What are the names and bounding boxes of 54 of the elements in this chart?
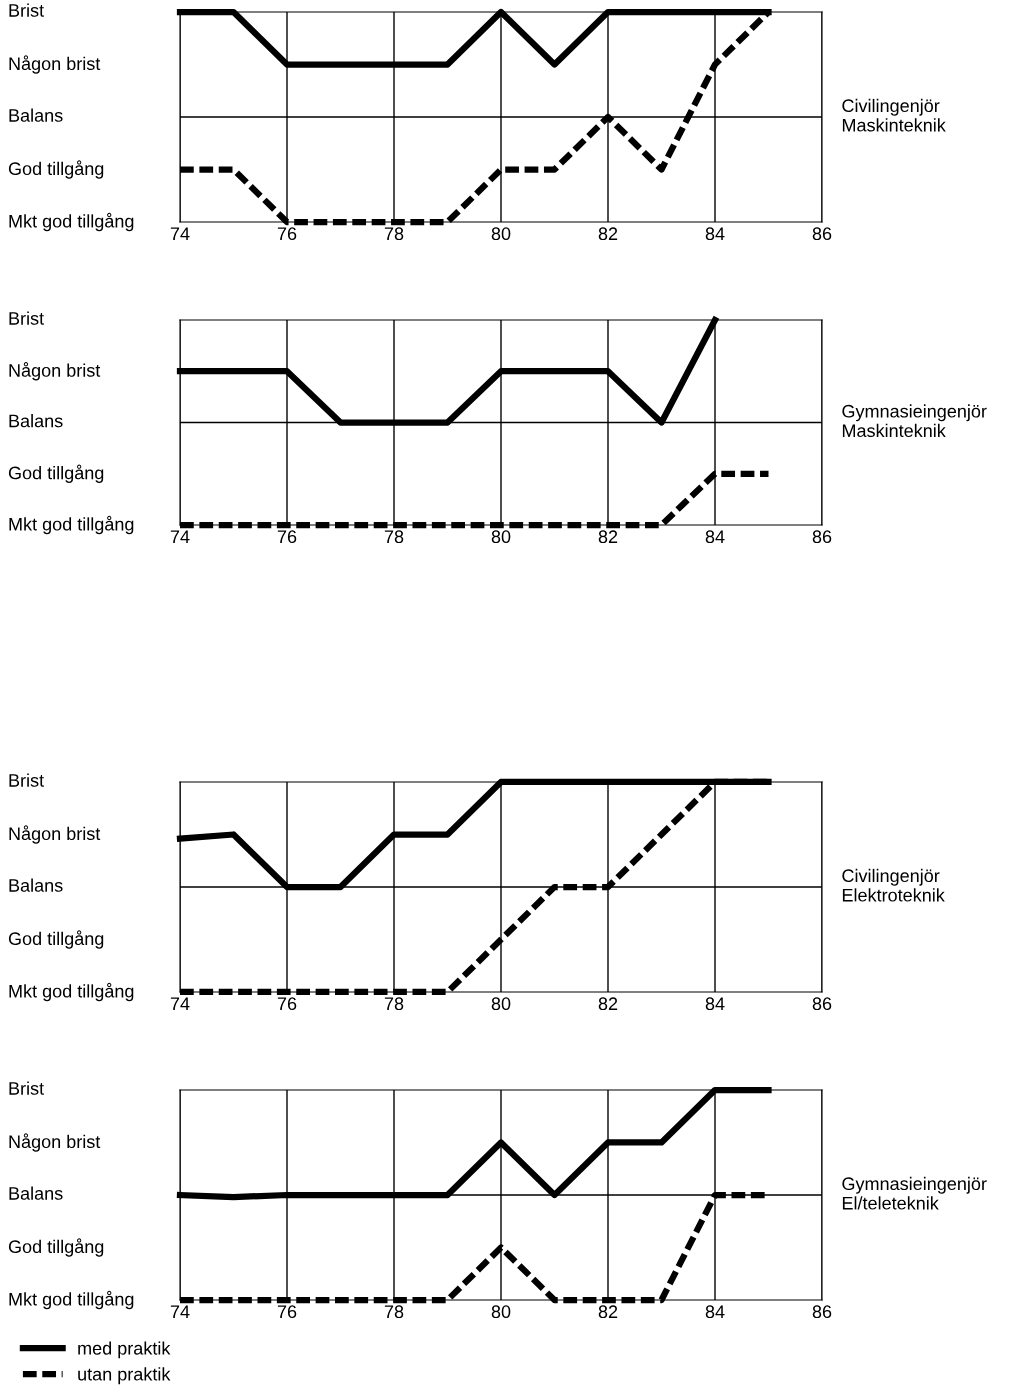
text: Någon brist [9, 1133, 101, 1152]
x-tick-label: 78 [384, 1305, 404, 1319]
x-tick-label: 80 [491, 1305, 511, 1319]
text: Någon brist [9, 55, 101, 74]
text: Brist [9, 311, 44, 325]
x-tick-label: 78 [384, 997, 404, 1011]
x-tick-label: 78 [384, 227, 404, 241]
y2-axis-title: Civilingenjör Elektroteknik [842, 868, 945, 902]
text: Mkt god tillgång [9, 515, 134, 535]
x-tick-label: 86 [812, 1305, 832, 1319]
y2-axis-title: Gymnasieingenjör El/teleteknik [842, 1176, 987, 1210]
x-tick-label: 74 [170, 1305, 190, 1318]
y2-axis-title: Gymnasieingenjör Maskinteknik [842, 404, 987, 438]
text: God tillgång [8, 930, 104, 949]
text: Brist [9, 1081, 44, 1095]
text: Brist [9, 3, 44, 17]
x-tick-label: 84 [705, 227, 725, 241]
x-tick-label: 82 [598, 530, 618, 544]
y2-axis-title: Civilingenjör Maskinteknik [842, 98, 946, 132]
text: Mkt god tillgång [9, 212, 134, 232]
x-tick-label: 84 [705, 530, 725, 544]
text: Balans [9, 414, 63, 428]
x-tick-label: 76 [277, 997, 297, 1011]
legend-label: med praktik [78, 1341, 171, 1359]
text: Någon brist [9, 825, 101, 844]
x-tick-label: 86 [812, 997, 832, 1011]
x-tick-label: 82 [598, 227, 618, 241]
text: Balans [9, 1186, 63, 1200]
x-tick-label: 80 [491, 227, 511, 241]
text: Någon brist [9, 362, 101, 381]
x-tick-label: 76 [277, 530, 297, 544]
text: God tillgång [8, 464, 104, 483]
text: God tillgång [8, 1238, 104, 1257]
x-tick-label: 84 [705, 1305, 725, 1319]
x-tick-label: 74 [170, 530, 190, 543]
x-tick-label: 76 [277, 227, 297, 241]
text: Mkt god tillgång [9, 982, 134, 1002]
x-tick-label: 82 [598, 997, 618, 1011]
x-tick-label: 80 [491, 997, 511, 1011]
x-tick-label: 78 [384, 530, 404, 544]
text: Balans [9, 878, 63, 892]
x-tick-label: 82 [598, 1305, 618, 1319]
x-tick-label: 76 [277, 1305, 297, 1319]
text: Brist [9, 773, 44, 787]
text: Mkt god tillgång [9, 1290, 134, 1310]
x-tick-label: 86 [812, 530, 832, 544]
x-tick-label: 80 [491, 530, 511, 544]
text: Balans [9, 108, 63, 122]
x-tick-label: 74 [170, 997, 190, 1010]
legend-label: utan praktik [78, 1367, 171, 1385]
x-tick-label: 84 [705, 997, 725, 1011]
text: God tillgång [8, 160, 104, 179]
x-tick-label: 74 [170, 227, 190, 240]
x-tick-label: 86 [812, 227, 832, 241]
